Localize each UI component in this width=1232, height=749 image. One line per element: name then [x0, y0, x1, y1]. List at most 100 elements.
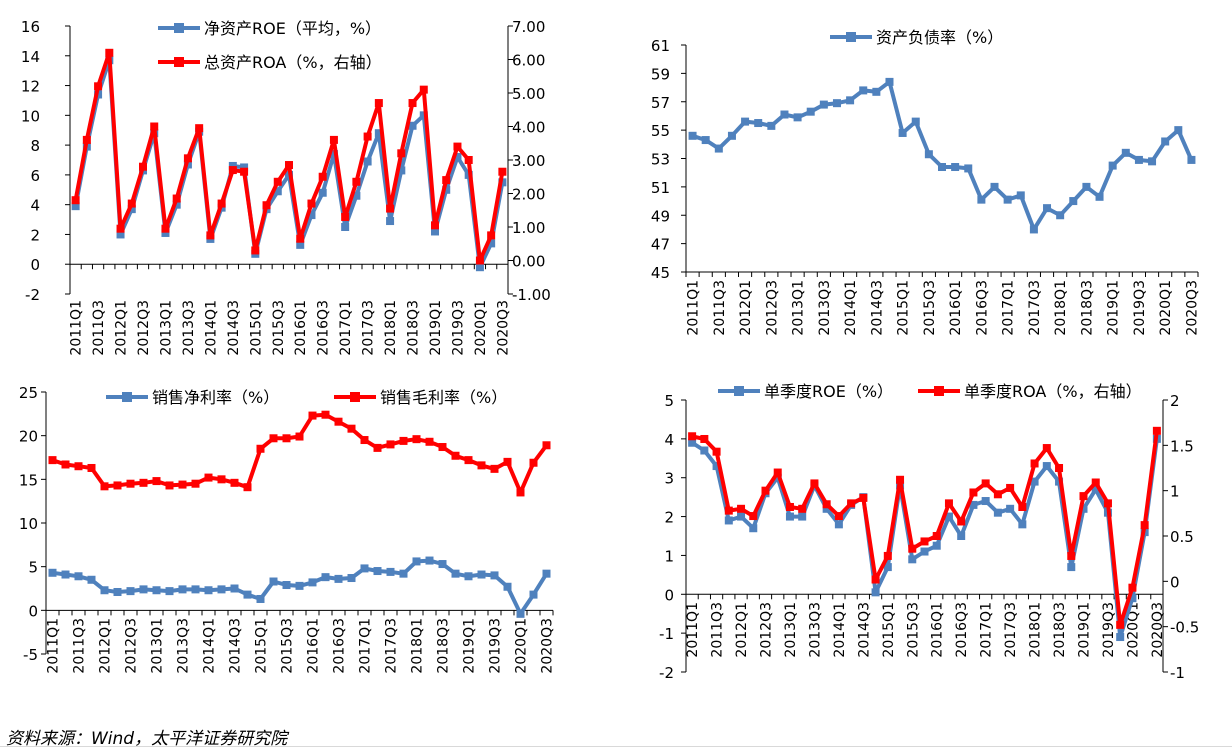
data-point: [872, 87, 881, 96]
x-tick-label: 2014Q1: [843, 280, 859, 336]
y-tick-label-right: -1: [1170, 664, 1185, 682]
legend-label: 销售毛利率（%）: [380, 388, 507, 407]
data-point: [217, 585, 226, 594]
x-tick-label: 2019Q3: [450, 300, 466, 356]
data-point: [700, 446, 709, 455]
data-point: [885, 77, 894, 86]
data-point: [438, 443, 447, 452]
data-point: [127, 199, 136, 208]
data-point: [308, 411, 317, 420]
data-point: [116, 230, 125, 239]
data-point: [944, 512, 953, 521]
data-point: [161, 228, 170, 237]
x-tick-label: 2017Q1: [979, 602, 995, 658]
data-point: [688, 438, 697, 447]
data-point: [204, 473, 213, 482]
series-1: [48, 556, 551, 618]
x-tick-label: 2015Q1: [248, 300, 264, 356]
y-tick-label-left: 4: [664, 431, 674, 449]
data-point: [1161, 137, 1170, 146]
data-point: [269, 434, 278, 443]
data-point: [871, 588, 880, 597]
data-point: [100, 586, 109, 595]
data-point: [724, 506, 733, 515]
data-point: [516, 609, 525, 618]
y-tick-label-left: 2: [30, 226, 40, 244]
legend-label: 单季度ROE（%）: [764, 382, 893, 401]
y-tick-label-left: -2: [25, 286, 40, 304]
data-point: [761, 486, 770, 495]
y-tick-label-left: 12: [21, 78, 40, 96]
data-point: [498, 167, 507, 176]
y-tick-label-right: 0.5: [1170, 528, 1194, 546]
x-tick-label: 2016Q1: [930, 602, 946, 658]
y-tick-label-left: 55: [651, 122, 670, 140]
data-point: [71, 196, 80, 205]
data-point: [74, 462, 83, 471]
data-point: [386, 217, 395, 226]
y-tick-label-right: 6.00: [512, 52, 545, 70]
x-tick-label: 2012Q1: [114, 300, 130, 356]
series-2: [48, 410, 551, 497]
data-point: [191, 585, 200, 594]
data-point: [172, 200, 181, 209]
x-tick-label: 2016Q1: [948, 280, 964, 336]
x-tick-label: 2014Q3: [869, 280, 885, 336]
y-tick-label-right: 2.00: [512, 186, 545, 204]
legend-label: 总资产ROA（%，右轴）: [204, 53, 382, 72]
data-point: [334, 574, 343, 583]
data-point: [793, 113, 802, 122]
data-point: [165, 481, 174, 490]
data-point: [1006, 504, 1015, 513]
y-tick-label-left: 15: [19, 471, 38, 489]
y-tick-label-left: 0: [30, 256, 40, 274]
x-tick-label: 2013Q3: [817, 280, 833, 336]
y-tick-label-right: 5.00: [512, 85, 545, 103]
data-point: [347, 424, 356, 433]
y-tick-label-left: 5: [664, 392, 674, 410]
x-tick-label: 2013Q1: [791, 280, 807, 336]
data-point: [477, 570, 486, 579]
data-point: [834, 520, 843, 529]
x-tick-label: 2020Q1: [1125, 602, 1141, 658]
data-point: [363, 157, 372, 166]
x-tick-label: 2012Q3: [136, 300, 152, 356]
data-point: [442, 176, 451, 185]
data-point: [399, 436, 408, 445]
data-point: [1134, 155, 1143, 164]
data-point: [139, 478, 148, 487]
data-point: [431, 227, 439, 236]
data-point: [321, 410, 330, 419]
y-tick-label-left: 53: [651, 151, 670, 169]
data-point: [798, 512, 807, 521]
data-point: [1108, 161, 1117, 170]
data-point: [542, 569, 551, 578]
data-point: [341, 223, 350, 231]
y-tick-label-left: 0: [664, 586, 674, 604]
data-point: [957, 517, 966, 526]
data-point: [503, 582, 512, 591]
data-point: [1029, 225, 1038, 234]
data-point: [847, 499, 856, 508]
x-tick-label: 2020Q1: [1158, 280, 1174, 336]
data-point: [859, 493, 868, 502]
data-point: [94, 82, 103, 91]
data-point: [408, 99, 417, 108]
data-point: [352, 191, 361, 200]
data-point: [363, 132, 372, 141]
legend-marker: [846, 32, 856, 42]
data-point: [195, 124, 204, 133]
x-tick-label: 2018Q1: [410, 618, 426, 674]
data-point: [152, 586, 161, 595]
data-point: [453, 142, 462, 151]
data-point: [969, 488, 978, 497]
x-tick-label: 2020Q1: [473, 300, 489, 356]
y-tick-label-left: 25: [19, 384, 38, 402]
x-tick-label: 2018Q1: [1028, 602, 1044, 658]
footer-divider: [0, 746, 1232, 747]
data-point: [932, 532, 941, 540]
data-point: [846, 96, 855, 105]
data-point: [832, 99, 841, 108]
x-tick-label: 2019Q3: [1132, 280, 1148, 336]
